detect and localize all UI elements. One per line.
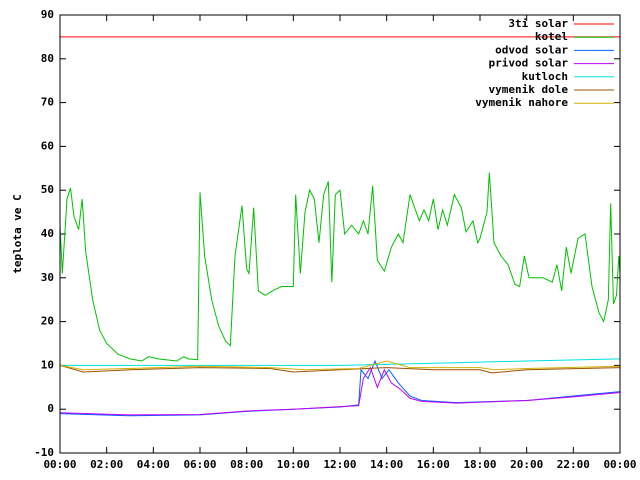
x-tick-label: 18:00: [463, 458, 496, 471]
y-tick-label: 80: [41, 52, 54, 65]
x-tick-label: 22:00: [557, 458, 590, 471]
series-line: [59, 366, 621, 416]
legend-label: vymenik nahore: [475, 96, 568, 109]
y-tick-label: 70: [41, 96, 54, 109]
x-tick-label: 06:00: [183, 458, 216, 471]
y-tick-label: 10: [41, 358, 54, 371]
y-axis-label: teplota ve C: [11, 194, 24, 273]
series-line: [59, 364, 621, 374]
y-tick-label: 0: [47, 402, 54, 415]
x-tick-label: 00:00: [603, 458, 636, 471]
series-line: [59, 360, 621, 371]
y-tick-label: 40: [41, 227, 54, 240]
legend-label: vymenik dole: [489, 83, 569, 96]
y-tick-label: 20: [41, 315, 54, 328]
y-tick-label: -10: [34, 446, 54, 459]
y-tick-label: 90: [41, 8, 54, 21]
legend-label: kutloch: [522, 70, 568, 83]
x-tick-label: 12:00: [323, 458, 356, 471]
x-tick-label: 02:00: [90, 458, 123, 471]
x-tick-label: 20:00: [510, 458, 543, 471]
legend-label: 3ti solar: [508, 17, 568, 30]
series-line: [59, 172, 621, 362]
x-tick-label: 16:00: [417, 458, 450, 471]
x-tick-label: 00:00: [43, 458, 76, 471]
series-line: [60, 358, 621, 366]
x-tick-label: 08:00: [230, 458, 263, 471]
legend-label: privod solar: [489, 57, 569, 70]
x-tick-label: 14:00: [370, 458, 403, 471]
plot-frame: [59, 14, 621, 454]
x-tick-label: 04:00: [137, 458, 170, 471]
legend-label: odvod solar: [495, 43, 568, 56]
y-tick-label: 30: [41, 271, 54, 284]
y-tick-label: 50: [41, 183, 54, 196]
y-tick-label: 60: [41, 139, 54, 152]
x-tick-label: 10:00: [277, 458, 310, 471]
legend-label: kotel: [535, 30, 568, 43]
